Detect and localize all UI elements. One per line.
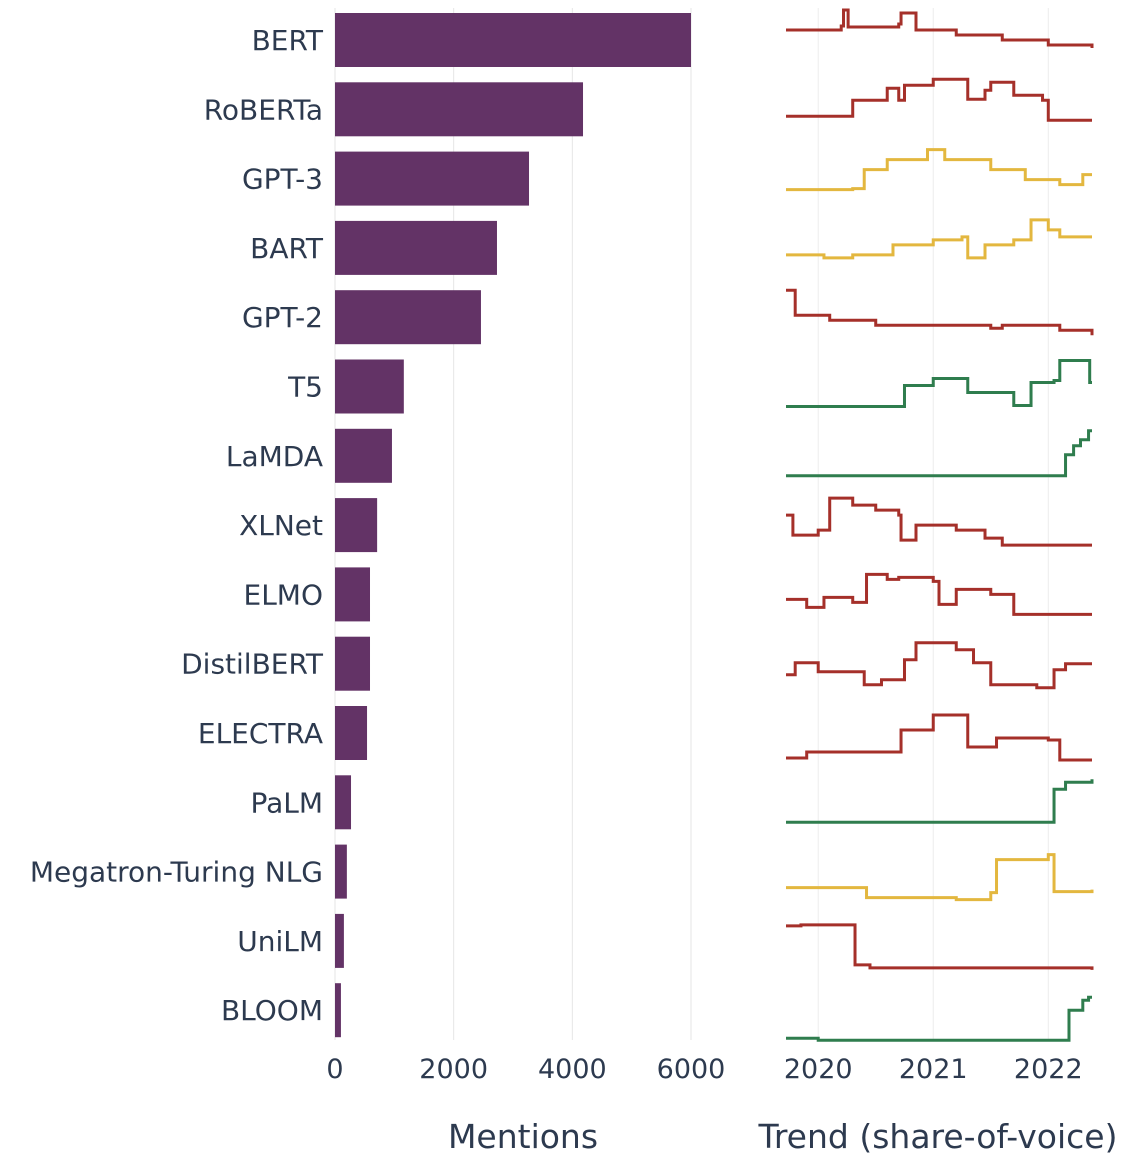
x-ticks: 0 2000 4000 6000 [326, 1054, 725, 1085]
bar [335, 983, 341, 1038]
category-label: GPT-3 [242, 163, 323, 196]
trend-line-xlnet [786, 496, 1092, 547]
x-axis-title: Mentions [448, 1117, 598, 1156]
trend-line-electra [786, 713, 1092, 762]
category-label: GPT-2 [242, 301, 323, 334]
bars [335, 13, 691, 1038]
trend-line-elmo [786, 572, 1092, 616]
category-label: BART [250, 232, 324, 265]
bar [335, 636, 371, 691]
trend-line-bart [786, 218, 1092, 260]
category-label: Megatron-Turing NLG [30, 856, 323, 889]
category-label: ELMO [244, 578, 324, 611]
category-label: UniLM [237, 925, 323, 958]
bar [335, 220, 497, 275]
trend-line-palm [786, 779, 1094, 824]
bar [335, 844, 347, 899]
category-label: ELECTRA [198, 717, 323, 750]
trend-tick-label: 2022 [1014, 1054, 1083, 1085]
category-label: PaLM [250, 786, 323, 819]
bar [335, 359, 404, 414]
bar [335, 775, 352, 830]
trend-line-roberta [786, 77, 1092, 122]
trend-axis-title: Trend (share-of-voice) [758, 1117, 1118, 1156]
trend-lines [786, 8, 1094, 1042]
bar [335, 13, 691, 67]
category-label: XLNet [239, 509, 323, 542]
bar [335, 290, 481, 345]
category-label: BLOOM [221, 994, 323, 1027]
bar [335, 706, 368, 760]
trend-ticks: 2020 2021 2022 [784, 1054, 1083, 1085]
trend-tick-label: 2021 [899, 1054, 968, 1085]
trend-line-gpt-2 [786, 288, 1094, 336]
x-tick-label: 6000 [657, 1054, 726, 1085]
trend-line-megatron-turing-nlg [786, 853, 1094, 902]
trend-line-lamda [786, 429, 1092, 478]
trend-line-bert [786, 8, 1094, 48]
x-tick-label: 4000 [538, 1054, 607, 1085]
bar [335, 567, 371, 622]
category-label: BERT [252, 24, 324, 57]
category-label: T5 [287, 371, 323, 404]
x-tick-label: 2000 [419, 1054, 488, 1085]
category-label: LaMDA [226, 440, 323, 473]
x-tick-label: 0 [326, 1054, 343, 1085]
trend-tick-label: 2020 [784, 1054, 853, 1085]
trend-line-unilm [786, 923, 1094, 970]
trend-line-distilbert [786, 641, 1092, 690]
bar [335, 151, 530, 206]
bar [335, 498, 378, 553]
bar [335, 913, 344, 968]
bar [335, 428, 392, 483]
category-label: RoBERTa [204, 93, 323, 126]
trend-line-gpt-3 [786, 148, 1092, 192]
trend-line-bloom [786, 995, 1092, 1042]
trend-line-t5 [786, 359, 1092, 408]
category-labels: BERT RoBERTa GPT-3 BART GPT-2 T5 LaMDA XLNet ELM… [30, 24, 324, 1027]
bar [335, 82, 584, 137]
category-label: DistilBERT [181, 648, 324, 681]
